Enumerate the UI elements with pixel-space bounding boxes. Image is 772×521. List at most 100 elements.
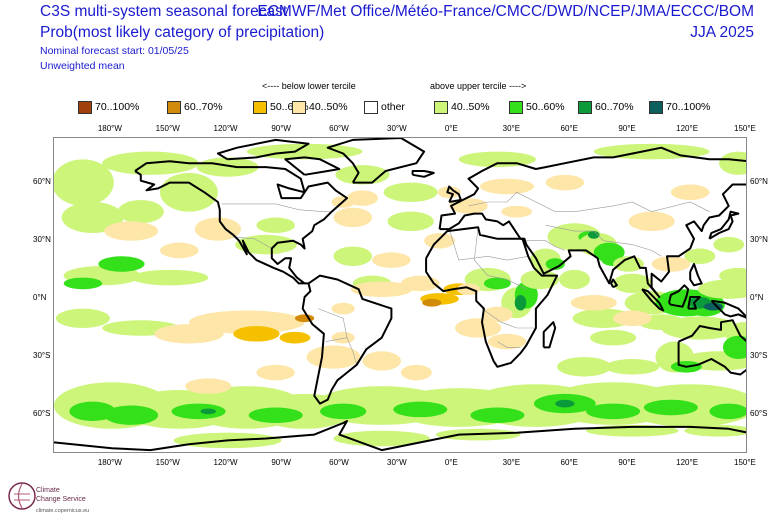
probability-patch <box>401 275 440 292</box>
probability-patch <box>248 407 303 423</box>
coastline-greenland <box>326 138 426 184</box>
legend-swatch <box>167 101 181 114</box>
probability-patch <box>557 357 612 377</box>
legend-swatch <box>649 101 663 114</box>
lon-tick-top: 150°W <box>155 124 180 133</box>
probability-patch <box>98 256 145 272</box>
legend-swatch <box>578 101 592 114</box>
coastline-madagascar <box>542 321 557 349</box>
below-tercile-label: <---- below lower tercile <box>262 81 356 91</box>
lon-tick-bottom: 60°W <box>329 458 349 467</box>
probability-patch <box>279 331 311 344</box>
lon-tick-bottom: 0°E <box>444 458 458 467</box>
lon-tick-top: 120°W <box>213 124 238 133</box>
legend-label: 40..50% <box>451 101 490 113</box>
legend-swatch <box>364 101 378 114</box>
probability-patch <box>306 345 361 369</box>
coastline-new-guinea <box>710 299 746 319</box>
probability-patch <box>194 217 241 241</box>
lat-tick-left: 60°S <box>33 409 51 419</box>
probability-patch <box>383 182 438 202</box>
probability-patch <box>661 316 739 340</box>
probability-patch <box>154 324 224 344</box>
probability-patch <box>350 281 413 297</box>
precipitation-probability-map <box>54 138 746 452</box>
lon-tick-bottom: 90°E <box>618 458 636 467</box>
probability-patch <box>233 326 280 342</box>
legend-swatch <box>292 101 306 114</box>
probability-patch <box>333 246 373 266</box>
probability-patch <box>545 174 585 191</box>
lon-tick-top: 60°E <box>560 124 578 133</box>
coastline-borneo <box>668 284 690 308</box>
probability-patch <box>697 279 746 299</box>
lon-tick-bottom: 60°E <box>560 458 578 467</box>
probability-patch <box>613 273 652 294</box>
lat-tick-right: 60°S <box>750 409 768 419</box>
probability-patch <box>589 329 637 346</box>
probability-patch <box>605 359 660 375</box>
lon-tick-bottom: 30°E <box>502 458 521 467</box>
lon-tick-bottom: 120°E <box>676 458 699 467</box>
probability-patch <box>171 403 226 420</box>
probability-patch <box>722 335 746 360</box>
probability-patch <box>63 277 103 290</box>
lat-tick-left: 30°N <box>33 234 51 244</box>
probability-patch <box>628 211 675 232</box>
probability-patch <box>684 248 716 265</box>
probability-patch <box>320 403 367 420</box>
coastline-sri-lanka <box>610 278 618 289</box>
probability-patch <box>587 231 600 239</box>
legend-swatch <box>509 101 523 114</box>
probability-patch <box>481 306 513 323</box>
copernicus-logo <box>8 482 36 510</box>
logo-text-1: Climate <box>36 487 60 494</box>
legend-swatch <box>434 101 448 114</box>
coastline-sumatra <box>641 288 665 312</box>
lon-tick-top: 180°W <box>97 124 122 133</box>
forecast-period: JJA 2025 <box>690 24 754 41</box>
coastline-eurasia <box>438 146 746 298</box>
probability-patch <box>487 333 527 350</box>
lon-tick-bottom: 30°W <box>387 458 407 467</box>
lat-tick-left: 30°S <box>33 351 51 361</box>
coastline-south-america <box>301 274 393 405</box>
probability-patch <box>160 172 218 212</box>
legend-swatch <box>78 101 92 114</box>
lat-tick-right: 0°N <box>750 292 764 302</box>
legend-label: 60..70% <box>184 101 223 113</box>
lat-tick-right: 30°N <box>750 234 768 244</box>
probability-patch <box>719 267 746 284</box>
lon-tick-top: 0°E <box>444 124 458 133</box>
probability-patch <box>501 205 533 218</box>
country-border <box>233 236 272 249</box>
legend-label: 50..60% <box>526 101 565 113</box>
probability-patch <box>185 378 232 394</box>
forecast-start-text: Nominal forecast start: 01/05/25 <box>40 45 189 57</box>
lon-tick-bottom: 150°E <box>734 458 756 467</box>
legend-label: 40..50% <box>309 101 348 113</box>
lon-tick-bottom: 120°W <box>213 458 238 467</box>
coastline-arctic-islands <box>216 138 310 161</box>
legend-label: 60..70% <box>595 101 634 113</box>
legend-label: 70..100% <box>95 101 140 113</box>
probability-patch <box>104 405 159 425</box>
probability-patch <box>331 331 355 344</box>
contributing-centres: ECMWF/Met Office/Météo-France/CMCC/DWD/N… <box>257 3 754 20</box>
probability-patch <box>559 269 590 290</box>
probability-patch <box>424 232 455 249</box>
probability-patch <box>555 399 575 408</box>
coastline-uk <box>446 185 462 203</box>
country-border <box>473 227 527 290</box>
probability-patch <box>613 310 652 327</box>
probability-patch <box>104 221 159 241</box>
world-map <box>53 137 747 453</box>
probability-patch <box>256 364 295 381</box>
probability-patch <box>393 401 448 418</box>
country-border <box>325 337 357 365</box>
lon-tick-top: 60°W <box>329 124 349 133</box>
probability-patch <box>55 308 110 328</box>
probability-patch <box>235 234 297 255</box>
probability-patch <box>570 295 617 311</box>
probability-patch <box>160 242 199 259</box>
